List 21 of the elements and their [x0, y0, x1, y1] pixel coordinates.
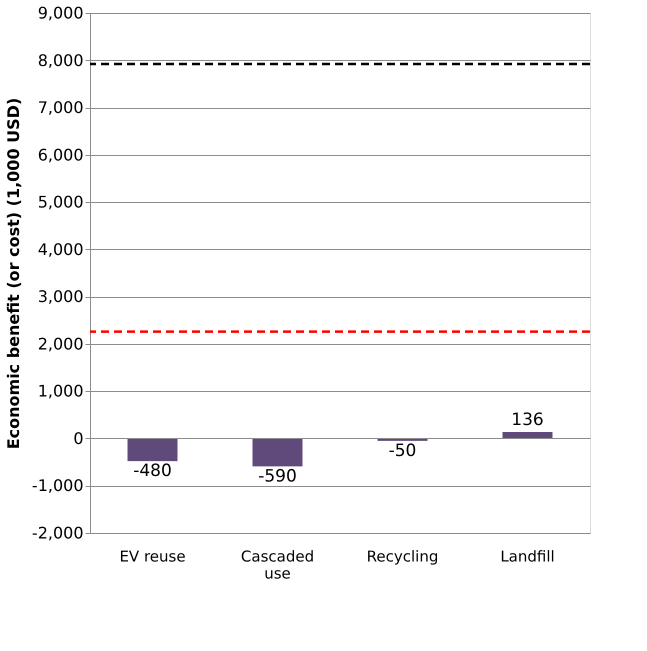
x-tick-label: EV reuse	[119, 548, 186, 566]
x-tick-label: Landfill	[500, 548, 555, 566]
data-label: -590	[258, 466, 297, 486]
y-tick-label: -1,000	[32, 476, 84, 496]
x-tick-label: Recycling	[366, 548, 438, 566]
y-tick-label: 4,000	[38, 240, 84, 259]
y-tick-label: 3,000	[38, 287, 84, 306]
y-tick-label: 5,000	[38, 192, 84, 212]
data-label: -480	[133, 461, 172, 482]
y-tick-label: 1,000	[38, 382, 84, 401]
y-tick-label: 7,000	[38, 98, 84, 118]
y-tick-label: 8,000	[38, 50, 84, 70]
x-tick-label: Cascaded use	[240, 548, 314, 582]
data-label: 136	[511, 410, 544, 430]
y-tick-label: 2,000	[38, 334, 84, 354]
y-tick-label: -2,000	[32, 524, 84, 542]
y-tick-label: 0	[73, 428, 84, 448]
y-axis-title: Economic benefit (or cost) (1,000 USD)	[4, 98, 23, 450]
y-tick-label: 9,000	[38, 4, 84, 22]
data-label: -50	[388, 440, 416, 461]
y-tick-label: 6,000	[38, 145, 84, 164]
